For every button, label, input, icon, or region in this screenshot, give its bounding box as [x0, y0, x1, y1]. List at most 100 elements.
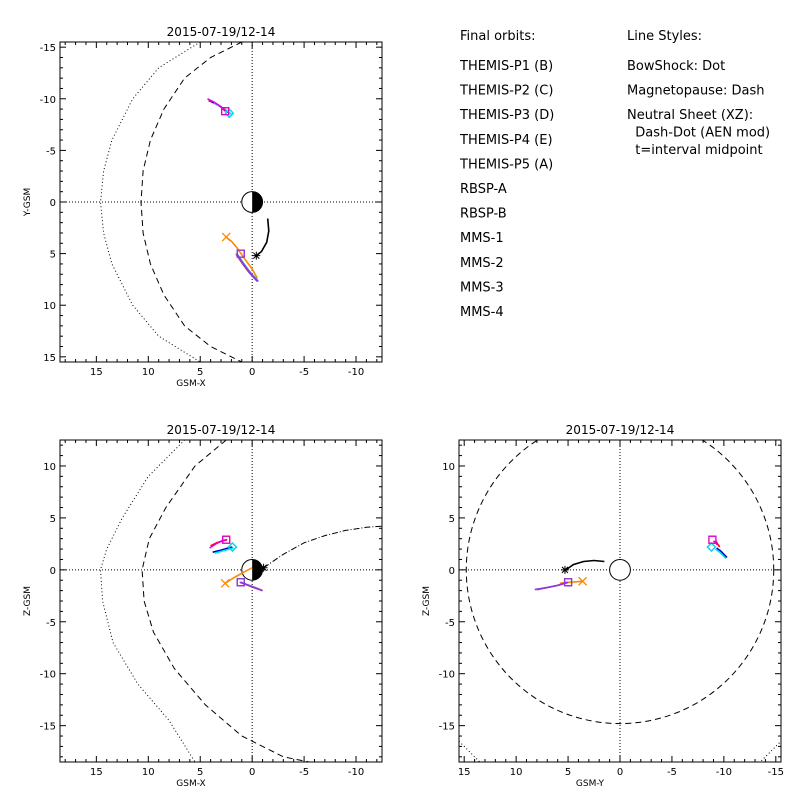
marker-rbsp-b: [252, 251, 261, 260]
marker-rbsp-a: [221, 232, 231, 242]
orbit-themis-p5: [207, 98, 226, 111]
legend-style-item: Dash-Dot (AEN mod): [627, 126, 770, 141]
y-axis-label: Z-GSM: [23, 586, 33, 616]
y-tick-label: -10: [40, 95, 56, 106]
y-tick-label: -15: [40, 43, 56, 54]
x-tick-label: -5: [667, 767, 677, 778]
orbit-rbsp-b: [565, 559, 605, 571]
legend-item-mms-2: MMS-2: [460, 256, 504, 271]
marker-mms-4: [236, 578, 245, 587]
x-tick-label: 15: [458, 767, 471, 778]
x-tick-label: 5: [197, 767, 203, 778]
earth-night-side: [252, 191, 263, 213]
y-tick-label: -10: [439, 670, 455, 681]
marker-themis-p5: [222, 535, 231, 544]
orbit-themis-p5: [209, 538, 227, 549]
x-tick-label: 5: [565, 767, 571, 778]
magnetopause-curve: [141, 440, 310, 762]
marker-themis-p5: [221, 107, 230, 116]
x-axis-label: GSM-Y: [576, 779, 605, 789]
y-tick-label: -15: [439, 722, 455, 733]
plot-area: [459, 440, 781, 762]
marker-themis-p3: [706, 542, 717, 552]
orbit-themis-p4: [212, 546, 233, 553]
y-tick-label: 10: [43, 301, 56, 312]
orbit-mms-4: [534, 581, 569, 591]
legend-item-themis-p5: THEMIS-P5 (A): [459, 157, 553, 172]
legend-item-rbsp-a: RBSP-A: [460, 182, 507, 197]
marker-rbsp-a: [220, 578, 230, 588]
orbit-themis-p3: [214, 547, 234, 554]
legend-style-item: Neutral Sheet (XZ):: [627, 108, 753, 123]
legend-style-item: t=interval midpoint: [627, 143, 763, 158]
x-tick-label: -10: [716, 767, 732, 778]
x-tick-label: 15: [90, 767, 103, 778]
y-tick-label: 0: [50, 198, 56, 209]
orbit-themis-p1: [208, 100, 226, 112]
y-tick-label: -5: [445, 618, 455, 629]
y-tick-label: -15: [40, 722, 56, 733]
legend-style-item: BowShock: Dot: [627, 59, 725, 74]
panel-title: 2015-07-19/12-14: [167, 423, 276, 437]
y-tick-label: 5: [449, 514, 455, 525]
y-tick-label: 0: [50, 566, 56, 577]
x-tick-label: -15: [768, 767, 784, 778]
y-tick-label: 0: [449, 566, 455, 577]
bowshock-curve: [99, 440, 196, 762]
magnetopause-curve: [140, 42, 243, 362]
y-axis-label: Y-GSM: [23, 188, 33, 217]
orbit-rbsp-a: [224, 567, 253, 584]
legend-item-themis-p4: THEMIS-P4 (E): [459, 133, 553, 148]
marker-mms-4: [563, 578, 573, 587]
x-tick-label: 0: [249, 767, 255, 778]
marker-themis-p5: [708, 535, 717, 544]
x-tick-label: 10: [142, 367, 155, 378]
x-tick-label: -10: [348, 767, 364, 778]
y-tick-label: -5: [46, 618, 56, 629]
x-axis-label: GSM-X: [176, 779, 205, 789]
legend-item-themis-p1: THEMIS-P1 (B): [459, 59, 553, 74]
marker-rbsp-b: [259, 563, 268, 572]
marker-themis-p3: [224, 108, 235, 119]
y-axis-label: Z-GSM: [422, 586, 432, 616]
magnetopause-curve: [465, 440, 775, 725]
panel-xz-plot: 2015-07-19/12-14 15 10 5 0 -5 -10 10 5 0 -5 -10 -15 G…: [23, 423, 383, 789]
legend-item-mms-4: MMS-4: [460, 305, 504, 320]
y-tick-label: -5: [46, 146, 56, 157]
panel-yz-plot: 2015-07-19/12-14 15 10 5 0 -5 -10 -15 10 5 0 -5 -10 -…: [422, 423, 784, 789]
orbit-rbsp-a: [225, 236, 259, 279]
x-tick-label: -10: [348, 367, 364, 378]
x-tick-label: 0: [249, 367, 255, 378]
orbit-themis-p3: [715, 548, 727, 559]
x-tick-label: 10: [142, 767, 155, 778]
legend-item-rbsp-b: RBSP-B: [460, 207, 507, 222]
panel-title: 2015-07-19/12-14: [167, 25, 276, 39]
orbit-themis-p4: [716, 547, 728, 558]
orbit-mms-4: [235, 254, 258, 283]
panel-title: 2015-07-19/12-14: [566, 423, 675, 437]
plot-area: [60, 440, 382, 762]
x-tick-label: 10: [510, 767, 523, 778]
legend-styles-header: Line Styles:: [627, 29, 702, 44]
legend-item-mms-1: MMS-1: [460, 231, 504, 246]
orbit-mms-3: [236, 254, 259, 283]
legend-orbit-list: THEMIS-P1 (B) THEMIS-P2 (C) THEMIS-P3 (D) T…: [459, 59, 554, 320]
y-tick-label: 10: [43, 462, 56, 473]
plot-area: [60, 42, 382, 362]
x-tick-label: 0: [617, 767, 623, 778]
marker-rbsp-a: [578, 576, 588, 586]
y-tick-label: 5: [50, 250, 56, 261]
marker-rbsp-b: [560, 565, 569, 574]
x-tick-label: 15: [90, 367, 103, 378]
y-tick-label: 5: [50, 514, 56, 525]
legend-item-themis-p2: THEMIS-P2 (C): [459, 84, 553, 99]
x-axis-label: GSM-X: [176, 379, 205, 389]
marker-themis-p3: [227, 542, 238, 552]
panel-xy-plot: 2015-07-19/12-14 15 10 5 0 -5 -10 -15 -10 -5 0 5 10 1…: [23, 25, 383, 389]
marker-mms-4: [236, 249, 245, 258]
legend-orbits-header: Final orbits:: [460, 29, 536, 44]
legend-style-list: BowShock: Dot Magnetopause: Dash Neutral S…: [627, 59, 770, 158]
y-tick-label: 15: [43, 353, 56, 364]
orbit-mms-4: [239, 581, 263, 592]
